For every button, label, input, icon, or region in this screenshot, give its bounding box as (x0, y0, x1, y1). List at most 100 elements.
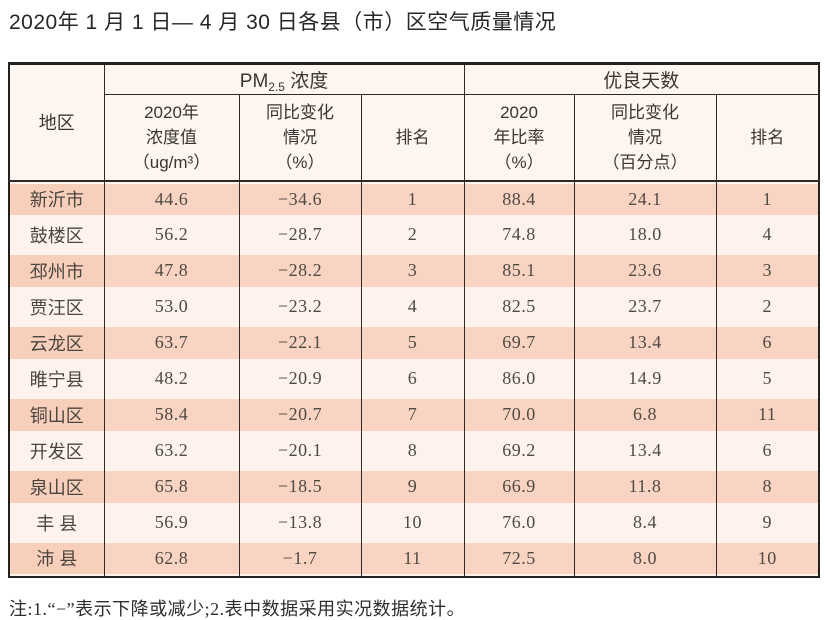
value-cell: 11 (360, 540, 465, 577)
value-cell: 5 (715, 360, 820, 397)
value-cell: 86.0 (463, 360, 575, 397)
value-cell: 10 (360, 504, 465, 541)
value-cell: 10 (715, 540, 820, 577)
value-cell: 53.0 (103, 288, 240, 325)
value-cell: 4 (715, 216, 820, 253)
value-cell: −18.5 (238, 468, 362, 505)
region-cell: 鼓楼区 (8, 216, 105, 253)
value-cell: 69.7 (463, 324, 575, 361)
region-cell: 丰 县 (8, 504, 105, 541)
value-cell: 85.1 (463, 252, 575, 289)
column-header-pm-rank: 排名 (360, 94, 465, 182)
value-cell: 63.2 (103, 432, 240, 469)
value-cell: 7 (360, 396, 465, 433)
region-cell: 新沂市 (8, 180, 105, 217)
header-group-row: 地区 PM2.5 浓度 优良天数 (8, 63, 820, 182)
region-cell: 沛 县 (8, 540, 105, 577)
value-cell: 8 (715, 468, 820, 505)
table-row: 铜山区 58.4 −20.7 7 70.0 6.8 11 (8, 396, 820, 433)
value-cell: −1.7 (238, 540, 362, 577)
value-cell: −20.7 (238, 396, 362, 433)
table-row: 新沂市 44.6 −34.6 1 88.4 24.1 1 (8, 180, 820, 217)
value-cell: 88.4 (463, 180, 575, 217)
pm25-label-suffix: 浓度 (284, 71, 329, 92)
value-cell: 5 (360, 324, 465, 361)
region-cell: 云龙区 (8, 324, 105, 361)
column-header-region: 地区 (8, 63, 105, 182)
value-cell: 69.2 (463, 432, 575, 469)
value-cell: 8.0 (573, 540, 717, 577)
value-cell: −22.1 (238, 324, 362, 361)
pm25-label-subscript: 2.5 (268, 80, 285, 94)
value-cell: 6 (715, 324, 820, 361)
table-row: 泉山区 65.8 −18.5 9 66.9 11.8 8 (8, 468, 820, 505)
value-cell: −20.1 (238, 432, 362, 469)
value-cell: 2 (360, 216, 465, 253)
value-cell: 58.4 (103, 396, 240, 433)
air-quality-table: 地区 PM2.5 浓度 优良天数 2020年 浓度值 （ug/m³） 同比变化 … (8, 62, 821, 578)
value-cell: 62.8 (103, 540, 240, 577)
value-cell: 18.0 (573, 216, 717, 253)
value-cell: 70.0 (463, 396, 575, 433)
value-cell: 47.8 (103, 252, 240, 289)
air-quality-report: 2020年 1 月 1 日— 4 月 30 日各县（市）区空气质量情况 地区 P… (0, 8, 825, 620)
column-header-pm-value: 2020年 浓度值 （ug/m³） (103, 94, 240, 182)
table-row: 丰 县 56.9 −13.8 10 76.0 8.4 9 (8, 504, 820, 541)
table-row: 贾汪区 53.0 −23.2 4 82.5 23.7 2 (8, 288, 820, 325)
value-cell: 56.2 (103, 216, 240, 253)
value-cell: 74.8 (463, 216, 575, 253)
value-cell: 66.9 (463, 468, 575, 505)
region-cell: 开发区 (8, 432, 105, 469)
column-group-pm25: PM2.5 浓度 (103, 63, 465, 95)
table-header: 地区 PM2.5 浓度 优良天数 2020年 浓度值 （ug/m³） 同比变化 … (8, 63, 820, 182)
value-cell: 2 (715, 288, 820, 325)
value-cell: 82.5 (463, 288, 575, 325)
table-row: 睢宁县 48.2 −20.9 6 86.0 14.9 5 (8, 360, 820, 397)
table-row: 云龙区 63.7 −22.1 5 69.7 13.4 6 (8, 324, 820, 361)
footnote: 注:1.“−”表示下降或减少;2.表中数据采用实况数据统计。 (9, 598, 466, 619)
value-cell: 9 (360, 468, 465, 505)
value-cell: 14.9 (573, 360, 717, 397)
value-cell: −28.7 (238, 216, 362, 253)
table-row: 邳州市 47.8 −28.2 3 85.1 23.6 3 (8, 252, 820, 289)
value-cell: 1 (715, 180, 820, 217)
value-cell: 63.7 (103, 324, 240, 361)
value-cell: 3 (715, 252, 820, 289)
region-cell: 泉山区 (8, 468, 105, 505)
value-cell: 56.9 (103, 504, 240, 541)
region-cell: 邳州市 (8, 252, 105, 289)
table-row: 沛 县 62.8 −1.7 11 72.5 8.0 10 (8, 540, 820, 577)
value-cell: 24.1 (573, 180, 717, 217)
value-cell: 1 (360, 180, 465, 217)
value-cell: 13.4 (573, 432, 717, 469)
value-cell: 8.4 (573, 504, 717, 541)
value-cell: 6.8 (573, 396, 717, 433)
value-cell: 6 (360, 360, 465, 397)
column-header-good-rank: 排名 (715, 94, 820, 182)
value-cell: 11.8 (573, 468, 717, 505)
table-row: 开发区 63.2 −20.1 8 69.2 13.4 6 (8, 432, 820, 469)
pm25-label-prefix: PM (239, 71, 269, 92)
column-group-good-days: 优良天数 (463, 63, 820, 95)
value-cell: 76.0 (463, 504, 575, 541)
region-cell: 贾汪区 (8, 288, 105, 325)
value-cell: 9 (715, 504, 820, 541)
value-cell: −28.2 (238, 252, 362, 289)
page-title: 2020年 1 月 1 日— 4 月 30 日各县（市）区空气质量情况 (9, 11, 557, 34)
value-cell: −34.6 (238, 180, 362, 217)
column-header-good-ratio: 2020 年比率 （%） (463, 94, 575, 182)
value-cell: 44.6 (103, 180, 240, 217)
header-sub-row: 2020年 浓度值 （ug/m³） 同比变化 情况 （%） 排名 2020 年比… (9, 94, 820, 182)
value-cell: 48.2 (103, 360, 240, 397)
column-header-pm-change: 同比变化 情况 （%） (238, 94, 362, 182)
value-cell: 11 (715, 396, 820, 433)
value-cell: 65.8 (103, 468, 240, 505)
region-cell: 睢宁县 (8, 360, 105, 397)
table-row: 鼓楼区 56.2 −28.7 2 74.8 18.0 4 (8, 216, 820, 253)
value-cell: 23.6 (573, 252, 717, 289)
table-body: 新沂市 44.6 −34.6 1 88.4 24.1 1 鼓楼区 56.2 −28.7 2 74.8 1… (8, 180, 820, 577)
value-cell: −20.9 (238, 360, 362, 397)
value-cell: 8 (360, 432, 465, 469)
value-cell: 23.7 (573, 288, 717, 325)
value-cell: 6 (715, 432, 820, 469)
